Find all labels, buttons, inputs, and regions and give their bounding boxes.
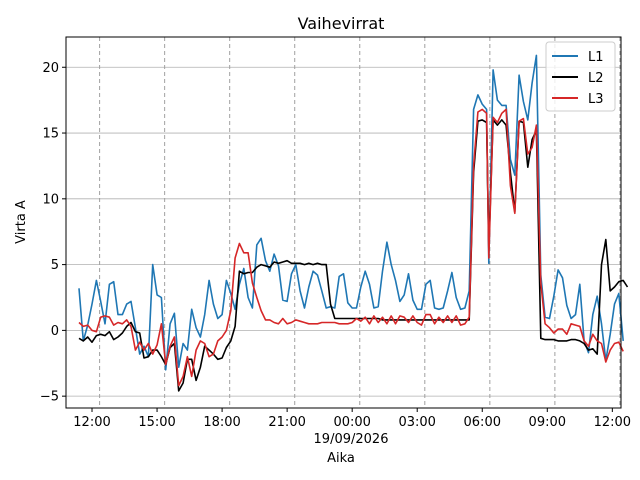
- x-axis-date-label: 19/09/2026: [314, 432, 389, 447]
- plot-frame: [65, 36, 622, 409]
- x-axis-title: Aika: [327, 451, 355, 466]
- chart-title: Vaihevirrat: [298, 14, 385, 33]
- y-axis-title: Virta A: [14, 200, 29, 244]
- y-tick-label: 5: [51, 258, 59, 273]
- x-tick-label: 03:00: [398, 415, 435, 430]
- y-tick-label: 10: [42, 192, 59, 207]
- legend-label-l2: L2: [588, 71, 604, 86]
- legend: L1 L2 L3: [545, 41, 616, 112]
- x-tick-label: 12:00: [73, 415, 110, 430]
- x-tick-label: 18:00: [203, 415, 240, 430]
- x-tick-label: 06:00: [464, 415, 501, 430]
- series-line-l2: [78, 119, 629, 392]
- x-tick-label: 09:00: [529, 415, 566, 430]
- legend-box: [545, 41, 616, 112]
- legend-label-l3: L3: [588, 92, 604, 107]
- x-tick-label: 15:00: [138, 415, 175, 430]
- series-line-l3: [78, 108, 624, 387]
- y-tick-label: 15: [42, 127, 59, 142]
- y-tick-label: 20: [42, 61, 59, 76]
- y-tick-label: 0: [51, 324, 59, 339]
- x-tick-label: 12:00: [594, 415, 631, 430]
- x-tick-label: 00:00: [333, 415, 370, 430]
- x-tick-label: 21:00: [268, 415, 305, 430]
- series-lines: [78, 54, 629, 392]
- grid: [66, 66, 621, 397]
- y-axis-ticks: −5 0 5 10 15 20: [40, 61, 66, 405]
- legend-label-l1: L1: [588, 50, 604, 65]
- y-tick-label: −5: [40, 390, 59, 405]
- series-line-l1: [78, 54, 624, 371]
- x-axis-ticks: 12:00 15:00 18:00 21:00 00:00 03:00 06:00 09:00…: [73, 408, 631, 430]
